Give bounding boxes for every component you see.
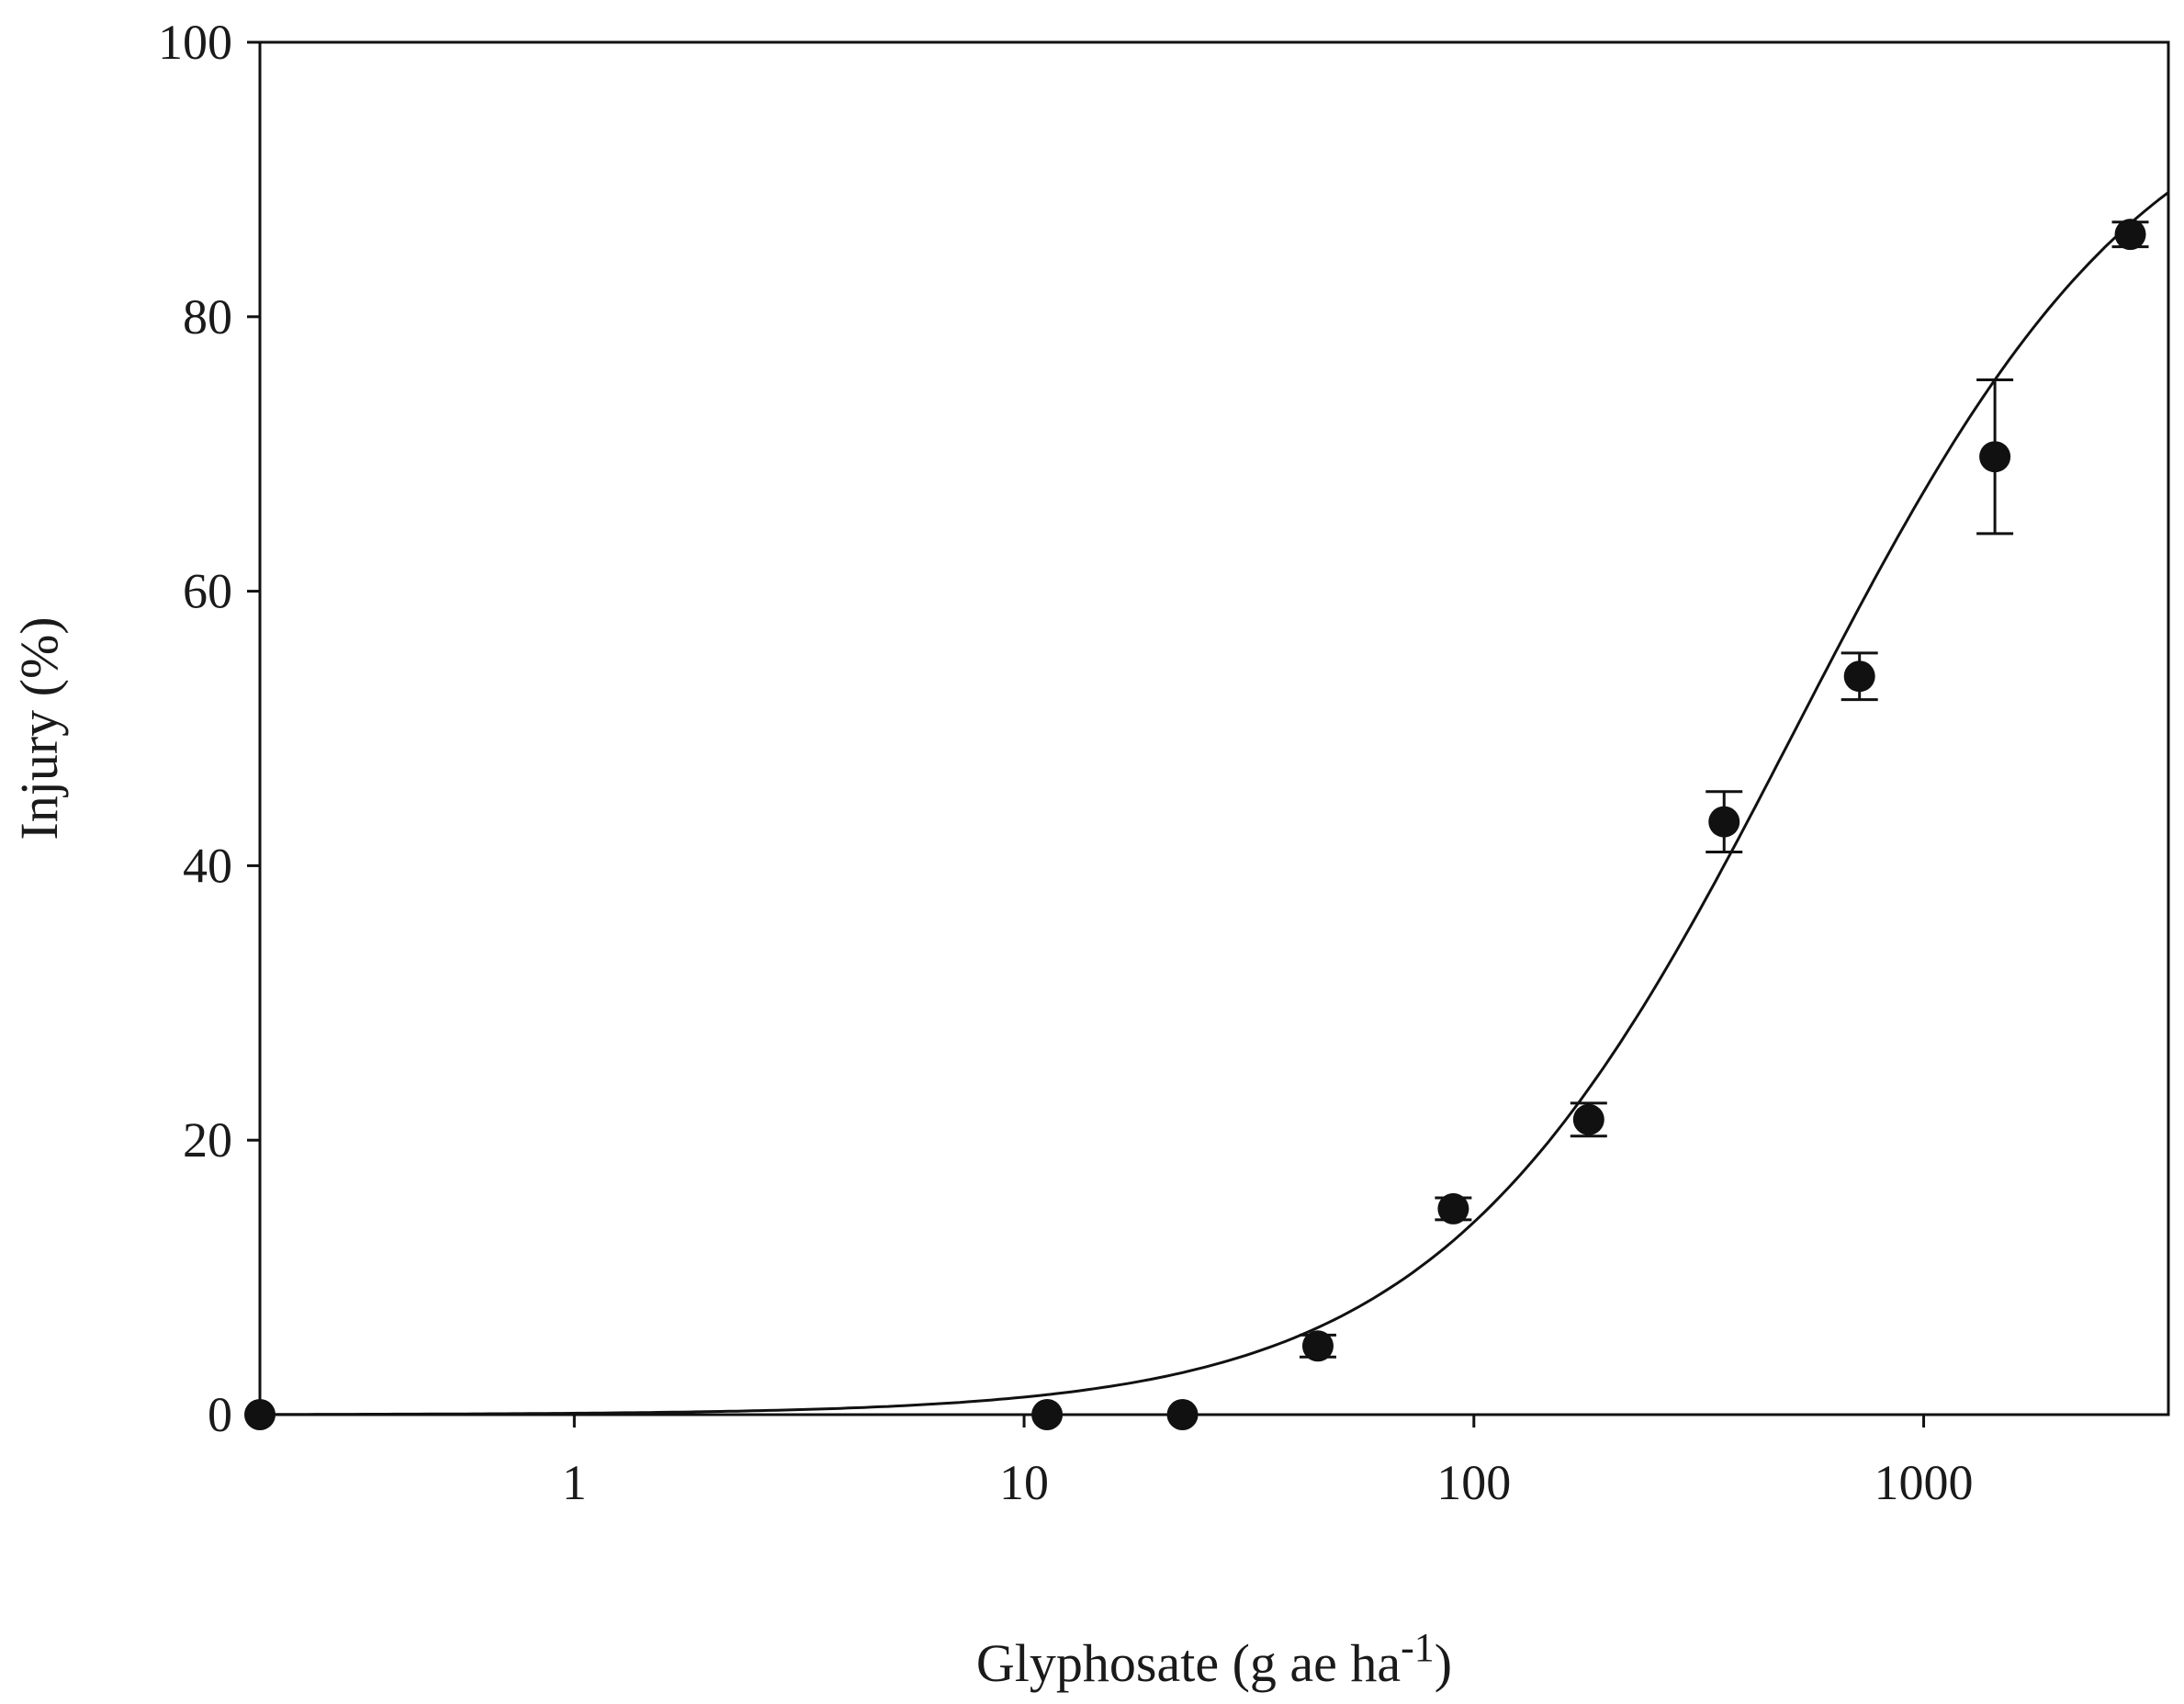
- data-point-5: [1572, 1103, 1604, 1135]
- fit-curve: [260, 191, 2169, 1416]
- y-tick-label-4: 80: [183, 289, 232, 344]
- x-tick-label-3: 1000: [1874, 1455, 1974, 1510]
- x-axis-title: Glyphosate (g ae ha-1): [976, 1625, 1452, 1693]
- x-tick-label-0: 1: [562, 1455, 587, 1510]
- data-point-0: [244, 1399, 276, 1430]
- data-point-2: [1166, 1399, 1199, 1430]
- y-tick-label-5: 100: [158, 15, 232, 70]
- y-tick-label-1: 20: [183, 1112, 232, 1168]
- x-tick-label-1: 10: [999, 1455, 1049, 1510]
- data-point-6: [1708, 806, 1740, 838]
- data-point-3: [1301, 1330, 1334, 1362]
- x-axis-title-superscript: -1: [1401, 1625, 1435, 1670]
- x-axis-ticks: 1 10 100 1000: [562, 1415, 1974, 1510]
- x-tick-label-2: 100: [1436, 1455, 1511, 1510]
- plot-frame: [258, 40, 2170, 1416]
- x-axis-title-main: Glyphosate (g ae ha: [976, 1633, 1401, 1693]
- data-point-4: [1437, 1192, 1469, 1224]
- data-point-1: [1031, 1399, 1064, 1430]
- y-tick-label-0: 0: [208, 1387, 232, 1442]
- y-axis-ticks: 0 20 40 60 80 100: [158, 15, 260, 1442]
- data-point-9: [2114, 219, 2146, 251]
- data-point-7: [1843, 660, 1875, 693]
- data-points: [244, 219, 2146, 1430]
- y-axis-title: Injury (%): [9, 616, 69, 840]
- y-tick-label-3: 60: [183, 564, 232, 619]
- y-tick-label-2: 40: [183, 838, 232, 893]
- data-point-8: [1979, 441, 2011, 473]
- error-bars: [1299, 220, 2149, 1359]
- x-axis-title-close: ): [1435, 1633, 1452, 1693]
- plot-area: [258, 40, 2170, 1416]
